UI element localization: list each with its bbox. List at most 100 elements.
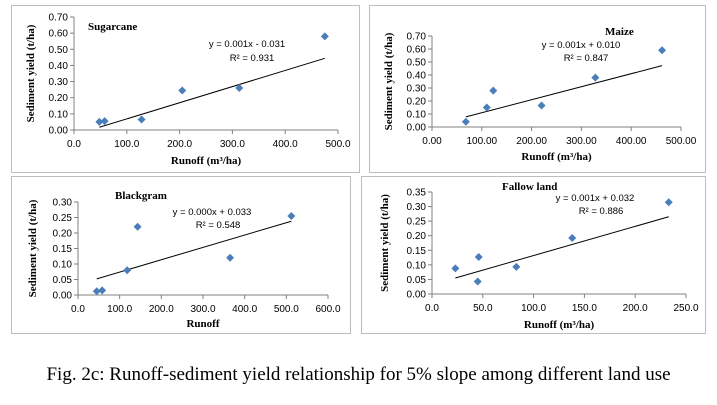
y-tick-label: 0.00 (49, 126, 69, 137)
y-tick-label: 0.10 (49, 109, 69, 120)
y-tick-label: 0.00 (53, 291, 73, 302)
chart-panel-sugarcane: 0.00 0.10 0.20 0.30 0.40 0.50 0.60 0.70 0.0 100.0… (11, 5, 360, 173)
figure-caption: Fig. 2c: Runoff-sediment yield relations… (46, 364, 671, 385)
data-point (473, 277, 482, 286)
x-tick-label: 100.0 (114, 139, 139, 150)
data-point (235, 84, 244, 93)
x-tick-label: 600.0 (315, 304, 340, 315)
y-tick-label: 0.60 (49, 29, 69, 40)
chart-title: Fallow land (502, 181, 557, 193)
chart-panel-fallow-land: 0.00 0.05 0.10 0.15 0.20 0.25 0.30 0.35 0.0 50.0 1… (361, 176, 706, 334)
data-point (451, 264, 460, 273)
x-tick-label: 250.0 (673, 303, 698, 314)
trendline (455, 216, 669, 279)
y-tick-label: 0.10 (407, 110, 427, 121)
y-tick-label: 0.60 (407, 45, 427, 56)
y-tick-label: 0.30 (407, 202, 427, 213)
y-tick-label: 0.15 (407, 246, 427, 257)
y-tick-label: 0.20 (407, 231, 427, 242)
regression-equation: y = 0.001x + 0.032 (556, 193, 635, 204)
r-squared: R² = 0.886 (579, 206, 624, 217)
r-squared: R² = 0.931 (230, 53, 275, 64)
x-tick-label: 400.0 (232, 304, 257, 315)
x-tick-label: 0.0 (425, 303, 439, 314)
y-tick-label: 0.20 (53, 229, 73, 240)
y-tick-label: 0.05 (407, 275, 427, 286)
regression-equation: y = 0.000x + 0.033 (173, 207, 252, 218)
y-tick-label: 0.35 (407, 188, 427, 199)
x-tick-label: 400.00 (616, 136, 647, 147)
x-tick-label: 300.0 (190, 304, 215, 315)
y-tick-label: 0.25 (53, 213, 73, 224)
data-point (226, 253, 235, 262)
x-tick-label: 200.0 (167, 139, 192, 150)
x-tick-label: 300.00 (566, 136, 597, 147)
data-point (658, 46, 667, 55)
data-point (512, 262, 521, 271)
data-point (95, 117, 104, 126)
x-tick-label: 300.0 (220, 139, 245, 150)
x-tick-label: 500.0 (274, 304, 299, 315)
x-tick-label: 500.00 (666, 136, 697, 147)
regression-equation: y = 0.001x - 0.031 (209, 39, 285, 50)
x-tick-label: 50.0 (473, 303, 493, 314)
data-point (568, 234, 577, 243)
chart-svg: 0.00 0.10 0.20 0.30 0.40 0.50 0.60 0.70 0.0 100.0… (25, 13, 351, 168)
y-tick-label: 0.00 (407, 290, 427, 301)
chart-panel-blackgram: 0.00 0.05 0.10 0.15 0.20 0.25 0.30 0.0 100.0 200.… (11, 176, 351, 334)
x-tick-label: 0.0 (67, 139, 81, 150)
y-tick-label: 0.15 (53, 244, 73, 255)
y-tick-label: 0.30 (49, 77, 69, 88)
data-point (320, 32, 329, 41)
x-tick-label: 100.0 (521, 303, 546, 314)
data-point (123, 266, 132, 275)
r-squared: R² = 0.548 (196, 220, 241, 231)
y-axis-label: Sediment yield (t/ha) (383, 32, 395, 130)
data-point (482, 103, 491, 112)
x-tick-label: 400.0 (273, 139, 298, 150)
chart-title: Sugarcane (88, 21, 137, 33)
y-tick-label: 0.50 (49, 45, 69, 56)
y-tick-label: 0.30 (53, 198, 73, 209)
data-point (178, 86, 187, 95)
x-tick-label: 200.0 (149, 304, 174, 315)
x-tick-label: 100.00 (467, 136, 498, 147)
x-axis-label: Runoff (m³/ha) (171, 155, 242, 167)
trendline (99, 57, 325, 128)
data-point (100, 117, 109, 126)
data-point (474, 252, 483, 261)
y-tick-label: 0.70 (49, 13, 69, 24)
r-squared: R² = 0.847 (564, 53, 609, 64)
x-tick-label: 100.0 (107, 304, 132, 315)
y-tick-label: 0.20 (407, 97, 427, 108)
data-point (287, 211, 296, 220)
data-point (591, 73, 600, 82)
y-tick-label: 0.10 (407, 260, 427, 271)
y-tick-label: 0.10 (53, 260, 73, 271)
data-point (664, 198, 673, 207)
chart-svg: 0.00 0.05 0.10 0.15 0.20 0.25 0.30 0.0 100.0 200.… (27, 190, 341, 330)
y-tick-label: 0.40 (49, 61, 69, 72)
data-point (461, 117, 470, 126)
y-tick-label: 0.40 (407, 71, 427, 82)
chart-svg: 0.00 0.10 0.20 0.30 0.40 0.50 0.60 0.70 0.00 100.… (383, 26, 697, 163)
y-tick-label: 0.30 (407, 84, 427, 95)
data-point (489, 86, 498, 95)
data-point (537, 101, 546, 110)
trendline (465, 65, 663, 118)
y-tick-label: 0.50 (407, 58, 427, 69)
y-tick-label: 0.20 (49, 93, 69, 104)
chart-panel-maize: 0.00 0.10 0.20 0.30 0.40 0.50 0.60 0.70 0.00 100.… (369, 5, 706, 173)
data-point (92, 287, 101, 296)
x-tick-label: 0.00 (422, 136, 442, 147)
x-axis-label: Runoff (m³/ha) (524, 319, 595, 331)
data-point (98, 286, 107, 295)
y-tick-label: 0.00 (407, 123, 427, 134)
x-axis-label: Runoff (186, 318, 219, 330)
x-tick-label: 500.0 (325, 139, 350, 150)
chart-svg: 0.00 0.05 0.10 0.15 0.20 0.25 0.30 0.35 0.0 50.0 1… (379, 181, 699, 331)
data-point (133, 222, 142, 231)
data-point (137, 115, 146, 124)
chart-title: Blackgram (115, 190, 167, 202)
